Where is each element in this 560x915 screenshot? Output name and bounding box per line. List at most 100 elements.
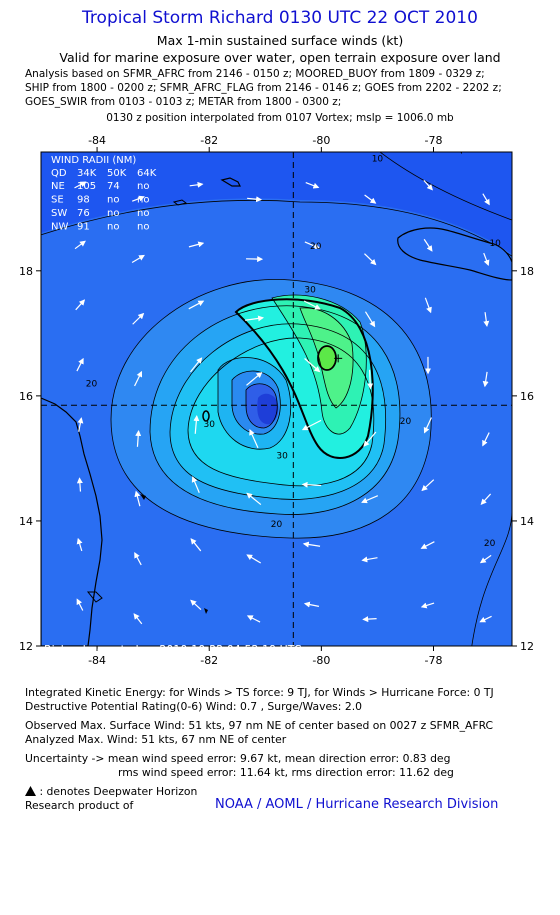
- analysis-line-1: Analysis based on SFMR_AFRC from 2146 - …: [25, 68, 485, 80]
- noaa-credit: NOAA / AOML / Hurricane Research Divisio…: [215, 797, 499, 812]
- radii-cell-1-1: 98: [77, 195, 90, 206]
- wind-arrow-41: [364, 253, 377, 266]
- radii-cell-2-1: 76: [77, 208, 90, 219]
- radii-cell-3-0: NW: [51, 222, 68, 233]
- wind-arrow-17: [188, 241, 205, 248]
- radii-cell-1-3: no: [137, 195, 149, 206]
- y-tick-label-left-3: 18: [19, 265, 33, 278]
- contour-label-3: 30: [304, 286, 316, 296]
- wind-radii-table: WIND RADII (NM) QD 34K 50K 64K NE 105 74 no SE 98…: [51, 155, 157, 233]
- wind-arrow-54: [420, 541, 435, 549]
- radii-cell-0-1: 105: [77, 181, 96, 192]
- core-10kt: [257, 393, 279, 425]
- y-tick-label-right-2: 16: [520, 390, 534, 403]
- wind-arrow-57: [483, 252, 490, 267]
- contour-line-40: [271, 294, 367, 435]
- contour-label-6: 30: [203, 420, 215, 430]
- wind-arrow-14: [134, 551, 142, 566]
- contour-line-25: [169, 323, 387, 500]
- analysis-line-3: GOES_SWIR from 0103 - 0103 z; METAR from…: [25, 96, 342, 108]
- wind-arrow-42: [364, 311, 376, 328]
- core-line-25: [217, 357, 292, 450]
- created-footer: Richard - created on 2010-10-22 04:52:19…: [44, 643, 302, 656]
- radii-cell-2-3: no: [137, 208, 149, 219]
- radii-col-3: 64K: [137, 168, 157, 179]
- radii-cell-0-2: 74: [107, 181, 120, 192]
- x-tick-label-bottom-1: -82: [200, 654, 218, 667]
- jamaica-coast: [397, 227, 512, 281]
- wind-arrow-30: [246, 554, 262, 564]
- plot-area: 10 10 20 30 20 20 30 30 20 20: [41, 152, 512, 646]
- research-line: Research product of: [25, 799, 134, 812]
- wind-arrow-53: [421, 479, 435, 492]
- wind-arrow-18: [188, 300, 205, 310]
- x-tick-label-top-0: -84: [88, 134, 106, 147]
- wind-arrow-8: [131, 195, 145, 202]
- wind-arrow-27: [246, 371, 263, 386]
- y-tick-label-right-1: 14: [520, 515, 534, 528]
- wind-arrow-20: [193, 414, 200, 434]
- wind-arrow-45: [361, 495, 379, 504]
- wind-arrow-23: [190, 599, 202, 610]
- contour-fills: [41, 198, 512, 646]
- wind-arrow-39: [303, 601, 320, 608]
- contour-label-7: 30: [276, 451, 288, 461]
- radii-cell-3-3: no: [137, 222, 149, 233]
- contour-line-30: [187, 337, 375, 487]
- position-line: 0130 z position interpolated from 0107 V…: [106, 112, 454, 124]
- wind-arrow-21: [191, 476, 200, 493]
- contour-line-10-north: [41, 199, 512, 257]
- rms-line: rms wind speed error: 11.64 kt, rms dire…: [118, 766, 454, 779]
- wind-arrow-24: [247, 196, 263, 203]
- wind-arrow-59: [482, 371, 489, 388]
- y-tick-label-left-0: 12: [19, 640, 33, 653]
- contour-line-20: [149, 305, 401, 515]
- y-tick-label-left-2: 16: [19, 390, 33, 403]
- max-wind-marker: [334, 354, 343, 363]
- wind-arrow-28: [249, 429, 259, 449]
- radii-cell-3-2: no: [107, 222, 119, 233]
- islet-south: [204, 608, 208, 614]
- wind-arrow-0: [74, 181, 87, 189]
- plot-frame: [40, 151, 513, 647]
- wind-arrow-9: [131, 254, 145, 263]
- wind-arrow-44: [363, 431, 377, 447]
- land: [41, 152, 512, 646]
- deepwater-label: : denotes Deepwater Horizon: [39, 785, 198, 798]
- contour-line-45: [299, 307, 354, 409]
- x-tick-label-bottom-2: -80: [312, 654, 330, 667]
- wind-arrow-56: [482, 193, 490, 206]
- wind-arrow-2: [75, 299, 86, 311]
- contour-label-5: 20: [400, 417, 412, 427]
- subtitle: Max 1-min sustained surface winds (kt): [156, 33, 404, 48]
- contour-line-10-east: [471, 509, 512, 646]
- wind-arrow-10: [132, 312, 145, 325]
- wind-arrow-19: [190, 357, 203, 373]
- wind-arrow-60: [482, 432, 490, 447]
- contour-label-4: 20: [86, 379, 98, 389]
- wind-arrow-31: [246, 615, 261, 623]
- cayman-island: [220, 177, 241, 187]
- x-tick-label-bottom-3: -78: [425, 654, 443, 667]
- core-line-20: [231, 370, 281, 435]
- wind-arrow-63: [479, 615, 492, 623]
- wind-arrow-52: [423, 417, 432, 434]
- wind-arrow-55: [420, 602, 435, 609]
- analyzed-line: Analyzed Max. Wind: 51 kts, 67 nm NE of …: [25, 733, 287, 746]
- wind-arrow-58: [483, 312, 490, 328]
- contour-line-5-north: [379, 152, 512, 221]
- wind-arrow-61: [480, 493, 492, 505]
- y-tick-label-right-3: 18: [520, 265, 534, 278]
- wind-arrow-36: [301, 419, 322, 431]
- observed-line: Observed Max. Surface Wind: 51 kts, 97 n…: [25, 719, 494, 732]
- core-line-15: [245, 383, 278, 429]
- contour-label-9: 20: [484, 539, 496, 549]
- wind-arrow-11: [134, 370, 143, 387]
- wind-arrow-47: [362, 616, 377, 623]
- contour-lines: [41, 152, 512, 646]
- x-tick-label-bottom-0: -84: [88, 654, 106, 667]
- wind-arrow-62: [479, 554, 492, 564]
- radii-heading: WIND RADII (NM): [51, 155, 136, 166]
- radii-col-2: 50K: [107, 168, 127, 179]
- deepwater-line: : denotes Deepwater Horizon: [25, 785, 197, 798]
